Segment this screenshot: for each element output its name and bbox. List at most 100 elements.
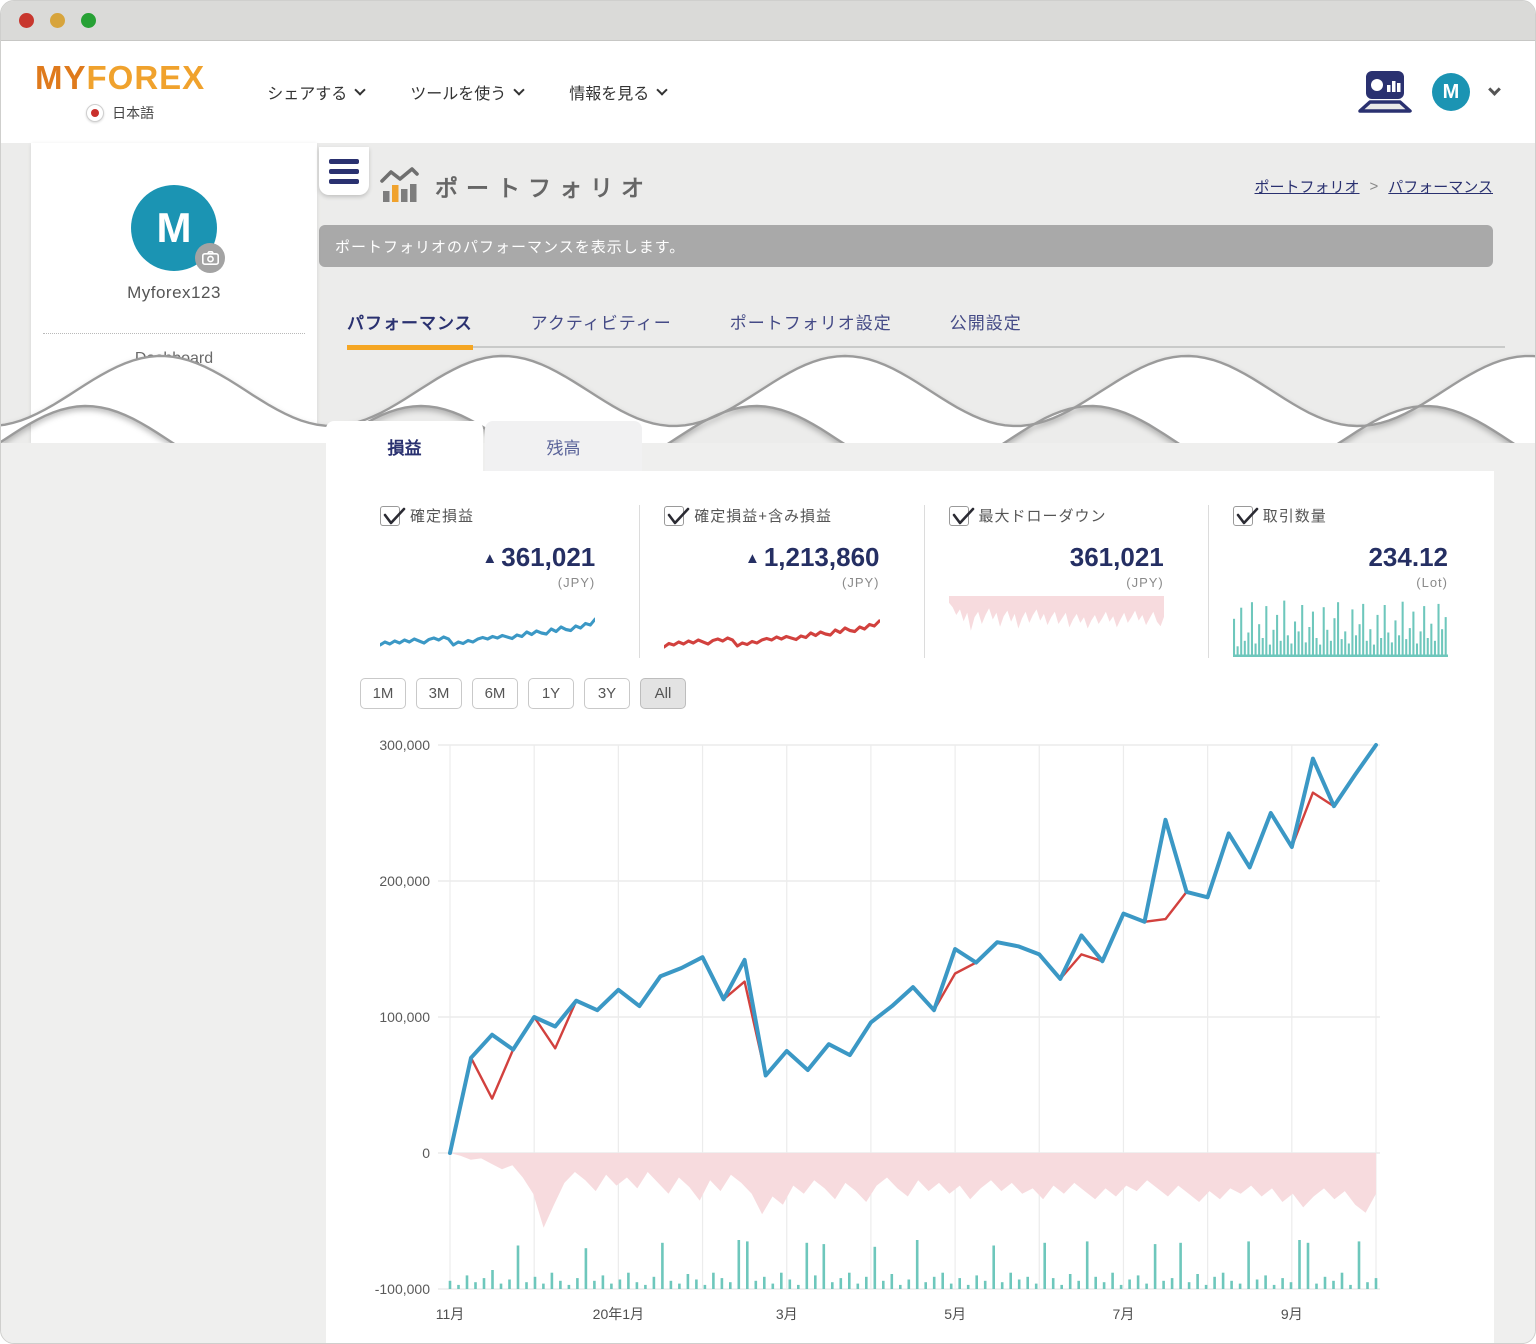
- checkbox-realized-pl[interactable]: [380, 505, 406, 526]
- metric-label: 確定損益: [410, 508, 475, 525]
- tab-public-settings[interactable]: 公開設定: [949, 314, 1022, 333]
- language-selector[interactable]: 日本語: [86, 103, 154, 123]
- svg-text:7月: 7月: [1113, 1306, 1135, 1322]
- metric-label: 取引数量: [1262, 508, 1327, 525]
- menu-info[interactable]: 情報を見る: [569, 80, 668, 104]
- metric-value: ▲ 361,021: [482, 542, 596, 572]
- range-1m-button[interactable]: 1M: [360, 678, 406, 709]
- change-photo-button[interactable]: [195, 243, 225, 273]
- svg-text:5月: 5月: [944, 1306, 966, 1322]
- menu-tools[interactable]: ツールを使う: [410, 80, 525, 104]
- laptop-chart-icon[interactable]: [1358, 69, 1412, 115]
- breadcrumb: ポートフォリオ > パフォーマンス: [1255, 176, 1493, 197]
- menu-share-label: シェアする: [267, 86, 348, 103]
- profit-loss-chart: 300,000 200,000 100,000 0 -100,000 11月 20年1月 3月…: [375, 737, 1380, 1322]
- logo-part2: FOREX: [86, 59, 206, 96]
- sparkline-realized-pl: [380, 617, 596, 647]
- tabs-underline-rail: [347, 346, 1505, 348]
- up-triangle-icon: ▲: [744, 550, 760, 567]
- tab-performance[interactable]: パフォーマンス: [347, 309, 473, 350]
- metric-unit: (JPY): [557, 575, 596, 590]
- metric-label: 最大ドローダウン: [978, 508, 1107, 525]
- menu-share[interactable]: シェアする: [267, 80, 366, 104]
- checkbox-total-pl[interactable]: [664, 505, 690, 526]
- japan-flag-icon: [86, 104, 105, 122]
- range-3m-button[interactable]: 3M: [416, 678, 462, 709]
- page-header-area: ポートフォリオ ポートフォリオ > パフォーマンス ポートフォリオのパフォーマン…: [317, 143, 1535, 350]
- range-all-button[interactable]: All: [640, 678, 686, 709]
- chevron-down-icon: [513, 84, 525, 96]
- svg-text:9月: 9月: [1281, 1306, 1303, 1322]
- metric-volume: 取引数量 234.12 (Lot): [1207, 505, 1470, 658]
- subtab-profit-loss[interactable]: 損益: [326, 421, 483, 471]
- metric-cards: 確定損益 ▲ 361,021 (JPY) 確定損益+含み損益 ▲ 1,213,860…: [326, 505, 1494, 658]
- tab-activity[interactable]: アクティビティー: [530, 314, 672, 333]
- svg-text:0: 0: [422, 1145, 430, 1161]
- subtab-balance[interactable]: 残高: [485, 421, 642, 471]
- sidebar-item-dashboard[interactable]: Dashboard: [134, 350, 214, 367]
- main-tabs: パフォーマンス アクティビティー ポートフォリオ設定 公開設定: [347, 309, 1505, 350]
- metric-label: 確定損益+含み損益: [694, 508, 833, 525]
- svg-text:200,000: 200,000: [379, 873, 430, 889]
- breadcrumb-link-performance[interactable]: パフォーマンス: [1388, 178, 1493, 196]
- menu-tools-label: ツールを使う: [410, 86, 507, 103]
- range-6m-button[interactable]: 6M: [472, 678, 518, 709]
- user-avatar[interactable]: M: [1432, 73, 1470, 111]
- chart-subtabs: 損益 残高: [326, 421, 1535, 471]
- page-upper: M Myforex123 Dashboard: [1, 143, 1535, 443]
- tab-portfolio-settings[interactable]: ポートフォリオ設定: [729, 314, 892, 333]
- sparkline-max-drawdown: [948, 596, 1164, 631]
- logo-part1: MY: [35, 59, 87, 96]
- checkbox-volume[interactable]: [1232, 505, 1259, 526]
- camera-icon: [201, 251, 219, 265]
- up-triangle-icon: ▲: [482, 550, 498, 567]
- site-header: MYFOREX 日本語 シェアする ツールを使う 情報を見る: [1, 41, 1535, 143]
- metric-value: 234.12: [1368, 542, 1448, 572]
- logo[interactable]: MYFOREX 日本語: [35, 61, 205, 123]
- svg-text:100,000: 100,000: [379, 1009, 430, 1025]
- page-title: ポートフォリオ: [435, 175, 652, 201]
- account-chevron-down-icon[interactable]: [1488, 83, 1501, 96]
- metric-total-pl: 確定損益+含み損益 ▲ 1,213,860 (JPY): [639, 505, 901, 658]
- metric-realized-pl: 確定損益 ▲ 361,021 (JPY): [378, 505, 617, 658]
- metric-unit: (Lot): [1416, 575, 1448, 590]
- profile-avatar-initial: M: [156, 204, 192, 251]
- zoom-window-button[interactable]: [81, 13, 96, 28]
- range-buttons: 1M 3M 6M 1Y 3Y All: [360, 678, 1494, 709]
- avatar-initial: M: [1442, 80, 1460, 103]
- page-description-banner: ポートフォリオのパフォーマンスを表示します。: [319, 225, 1493, 267]
- range-3y-button[interactable]: 3Y: [584, 678, 630, 709]
- window-titlebar: [1, 1, 1535, 41]
- profile-username: Myforex123: [127, 283, 221, 302]
- sidebar-toggle-button[interactable]: [319, 147, 369, 195]
- close-window-button[interactable]: [19, 13, 34, 28]
- sparkline-volume: [1232, 600, 1448, 657]
- chevron-down-icon: [354, 84, 366, 96]
- language-label: 日本語: [112, 105, 155, 121]
- menu-info-label: 情報を見る: [569, 86, 650, 103]
- header-right: M: [1358, 41, 1501, 143]
- main-chart: 300,000 200,000 100,000 0 -100,000 11月 20年1月 3月…: [354, 727, 1474, 1343]
- svg-text:20年1月: 20年1月: [593, 1306, 644, 1322]
- range-1y-button[interactable]: 1Y: [528, 678, 574, 709]
- metric-value: 361,021: [1069, 542, 1164, 572]
- portfolio-chart-icon: [380, 167, 419, 202]
- checkbox-max-drawdown[interactable]: [948, 505, 974, 526]
- performance-panel: 確定損益 ▲ 361,021 (JPY) 確定損益+含み損益 ▲ 1,213,860…: [326, 471, 1494, 1343]
- minimize-window-button[interactable]: [50, 13, 65, 28]
- breadcrumb-link-portfolio[interactable]: ポートフォリオ: [1254, 178, 1360, 196]
- page-lower: 損益 残高 確定損益 ▲ 361,021 (JPY): [1, 421, 1535, 1343]
- svg-text:3月: 3月: [776, 1306, 798, 1322]
- svg-text:300,000: 300,000: [379, 737, 430, 753]
- breadcrumb-separator: >: [1369, 177, 1379, 195]
- profile-sidebar: M Myforex123 Dashboard: [31, 143, 317, 443]
- metric-unit: (JPY): [1126, 575, 1164, 590]
- svg-text:11月: 11月: [436, 1306, 465, 1322]
- main-menu: シェアする ツールを使う 情報を見る: [267, 80, 668, 104]
- sidebar-divider: [43, 333, 305, 334]
- sparkline-total-pl: [664, 619, 880, 649]
- metric-unit: (JPY): [842, 575, 880, 590]
- chevron-down-icon: [656, 84, 668, 96]
- metric-max-drawdown: 最大ドローダウン 361,021 (JPY): [923, 505, 1186, 658]
